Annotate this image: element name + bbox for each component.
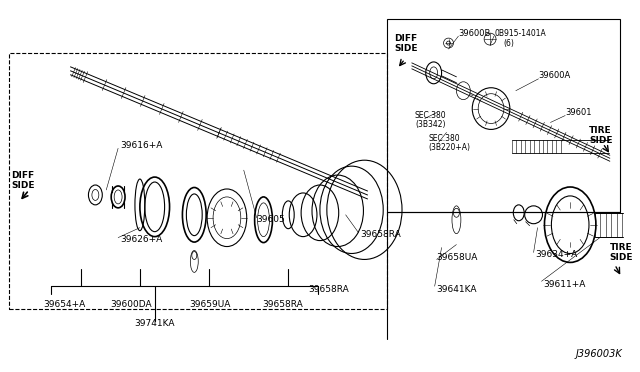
Text: 39626+A: 39626+A [120, 235, 163, 244]
Text: SEC.380: SEC.380 [429, 134, 460, 143]
Text: 39616+A: 39616+A [120, 141, 163, 150]
Text: 39658UA: 39658UA [436, 253, 478, 262]
Text: 0B915-1401A: 0B915-1401A [494, 29, 546, 38]
Text: 39658RA: 39658RA [262, 299, 303, 309]
Text: 39601: 39601 [565, 108, 592, 117]
Text: 39600B: 39600B [458, 29, 491, 38]
Text: 39654+A: 39654+A [43, 299, 85, 309]
Text: (3B342): (3B342) [415, 120, 445, 129]
Text: 39659UA: 39659UA [189, 299, 230, 309]
Text: DIFF: DIFF [394, 33, 417, 43]
Bar [387, 19, 620, 212]
Text: TIRE: TIRE [589, 126, 612, 135]
Text: 39600DA: 39600DA [110, 299, 152, 309]
Text: SIDE: SIDE [12, 180, 35, 189]
Text: 39600A: 39600A [538, 71, 571, 80]
Text: J396003K: J396003K [576, 349, 623, 359]
Text: SIDE: SIDE [589, 136, 612, 145]
Text: 39741KA: 39741KA [134, 320, 175, 328]
Text: (3B220+A): (3B220+A) [429, 143, 471, 152]
Text: TIRE: TIRE [610, 243, 632, 252]
Text: 39605: 39605 [257, 215, 285, 224]
Text: DIFF: DIFF [12, 171, 35, 180]
Text: SIDE: SIDE [394, 44, 418, 52]
Bar [10, 53, 387, 309]
Text: 39658RA: 39658RA [360, 230, 401, 239]
Text: 39641KA: 39641KA [436, 285, 477, 294]
Text: 39658RA: 39658RA [308, 285, 349, 294]
Text: (6): (6) [503, 39, 514, 48]
Text: SEC.380: SEC.380 [415, 111, 447, 120]
Text: 39611+A: 39611+A [543, 280, 586, 289]
Text: SIDE: SIDE [610, 253, 633, 262]
Text: 39634+A: 39634+A [536, 250, 578, 259]
